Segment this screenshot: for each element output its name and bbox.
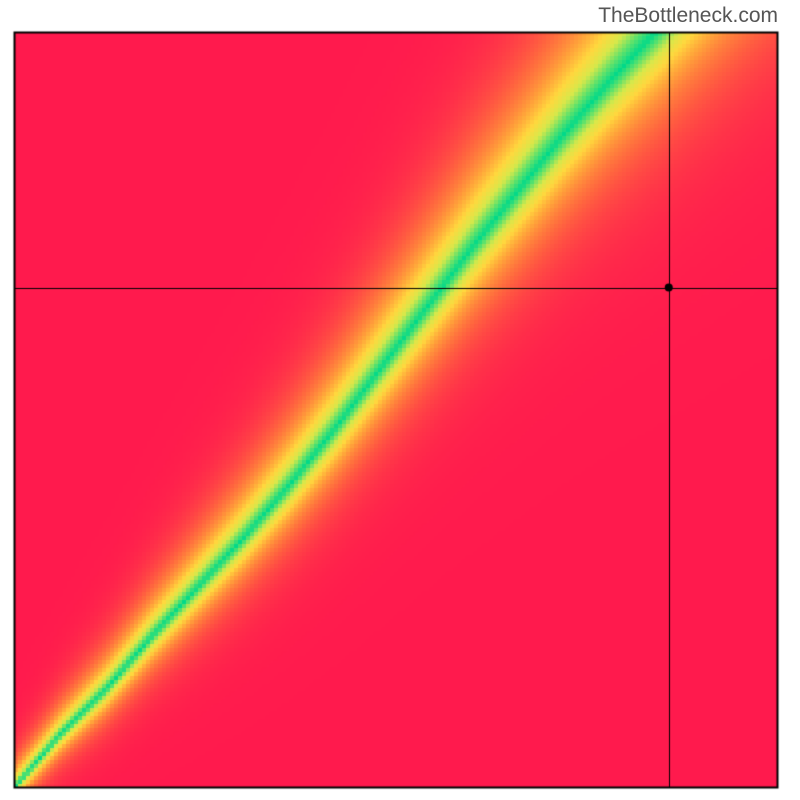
heatmap-canvas — [0, 0, 800, 800]
watermark-text: TheBottleneck.com — [598, 4, 778, 28]
chart-container: TheBottleneck.com — [0, 0, 800, 800]
